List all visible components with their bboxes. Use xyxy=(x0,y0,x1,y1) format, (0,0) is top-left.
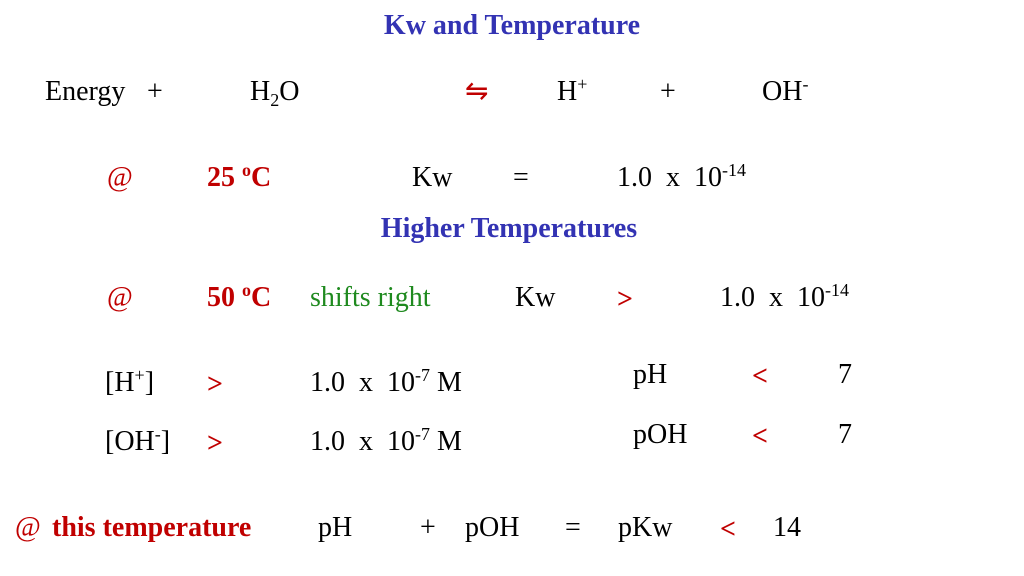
text: + xyxy=(147,76,163,107)
text: 7 xyxy=(838,359,852,390)
text: [H xyxy=(105,367,135,398)
value: 1.0 x 10-14 xyxy=(617,161,746,193)
text: 14 xyxy=(773,512,801,543)
text: @ xyxy=(15,512,41,543)
text: Energy xyxy=(45,76,126,107)
note: shifts right xyxy=(310,282,431,313)
temperature: 25 oC xyxy=(207,161,272,193)
text: < xyxy=(720,514,736,545)
superscript: -14 xyxy=(722,160,746,180)
text: C xyxy=(251,162,272,193)
title: Kw and Temperature xyxy=(383,10,641,41)
value: 1.0 x 10-14 xyxy=(720,281,849,313)
text: ] xyxy=(144,367,155,398)
text: M xyxy=(430,367,462,398)
text: H xyxy=(250,76,271,107)
text: C xyxy=(251,282,272,313)
subscript: 2 xyxy=(270,90,280,110)
text: 50 xyxy=(207,282,242,313)
text: 1.0 x 10 xyxy=(617,162,722,193)
value: 1.0 x 10-7 M xyxy=(310,425,462,457)
text: pKw xyxy=(618,512,673,543)
text: > xyxy=(207,369,223,400)
superscript: -7 xyxy=(415,365,430,385)
superscript: - xyxy=(154,424,161,444)
subtitle: Higher Temperatures xyxy=(380,213,638,244)
text: > xyxy=(207,428,223,459)
ion: [OH-] xyxy=(105,425,171,457)
superscript: + xyxy=(134,365,145,385)
text: [OH xyxy=(105,426,155,457)
text: 7 xyxy=(838,419,852,450)
text: 25 xyxy=(207,162,242,193)
text: H xyxy=(557,76,578,107)
text: this temperature xyxy=(52,512,252,543)
text: = xyxy=(565,512,581,543)
text: < xyxy=(752,421,768,452)
temperature: 50 oC xyxy=(207,281,272,313)
superscript: -14 xyxy=(825,280,849,300)
text: Kw xyxy=(515,282,556,313)
text: ] xyxy=(160,426,171,457)
text: pOH xyxy=(465,512,520,543)
text: @ xyxy=(107,162,133,193)
formula: OH- xyxy=(762,75,808,107)
text: @ xyxy=(107,282,133,313)
superscript: -7 xyxy=(415,424,430,444)
text: < xyxy=(752,361,768,392)
formula: H+ xyxy=(557,75,587,107)
text: pH xyxy=(318,512,353,543)
text: OH xyxy=(762,76,803,107)
value: 1.0 x 10-7 M xyxy=(310,366,462,398)
text: 1.0 x 10 xyxy=(720,282,825,313)
text: pOH xyxy=(633,419,688,450)
text: pH xyxy=(633,359,668,390)
text: = xyxy=(513,162,529,193)
ion: [H+] xyxy=(105,366,155,398)
text: M xyxy=(430,426,462,457)
superscript: o xyxy=(242,280,251,300)
formula: H2O xyxy=(250,76,300,110)
superscript: + xyxy=(577,74,588,94)
text: + xyxy=(420,512,436,543)
arrow: ⇋ xyxy=(465,76,489,107)
text: 1.0 x 10 xyxy=(310,426,415,457)
text: > xyxy=(617,284,633,315)
text: O xyxy=(279,76,300,107)
superscript: o xyxy=(242,160,251,180)
text: 1.0 x 10 xyxy=(310,367,415,398)
text: Kw xyxy=(412,162,453,193)
text: + xyxy=(660,76,676,107)
superscript: - xyxy=(802,74,809,94)
